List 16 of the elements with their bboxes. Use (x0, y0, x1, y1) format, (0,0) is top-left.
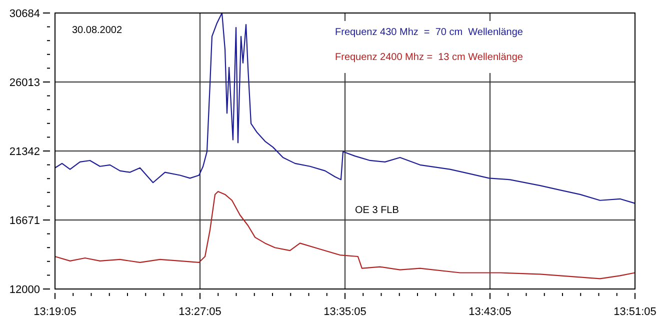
annotation: 30.08.2002 (72, 25, 122, 36)
y-tick-label: 26013 (9, 76, 40, 89)
x-tick-label: 13:51:05 (614, 306, 656, 318)
annotation: OE 3 FLB (355, 205, 400, 216)
y-tick-label: 16671 (9, 214, 40, 227)
x-tick-label: 13:35:05 (324, 306, 366, 318)
line-series (54, 12, 636, 204)
line-series (54, 190, 636, 280)
x-tick-label: 13:27:05 (178, 306, 222, 318)
x-tick-label: 13:43:05 (468, 306, 512, 318)
text: Frequenz 2400 Mhz = 13 cm Wellenlänge (335, 52, 524, 63)
x-tick-label: 13:19:05 (34, 306, 76, 318)
text: Frequenz 430 Mhz = 70 cm Wellenlänge (335, 27, 524, 38)
y-tick-label: 12000 (9, 284, 40, 296)
y-tick-label: 30684 (9, 8, 40, 20)
y-tick-label: 21342 (9, 146, 40, 158)
